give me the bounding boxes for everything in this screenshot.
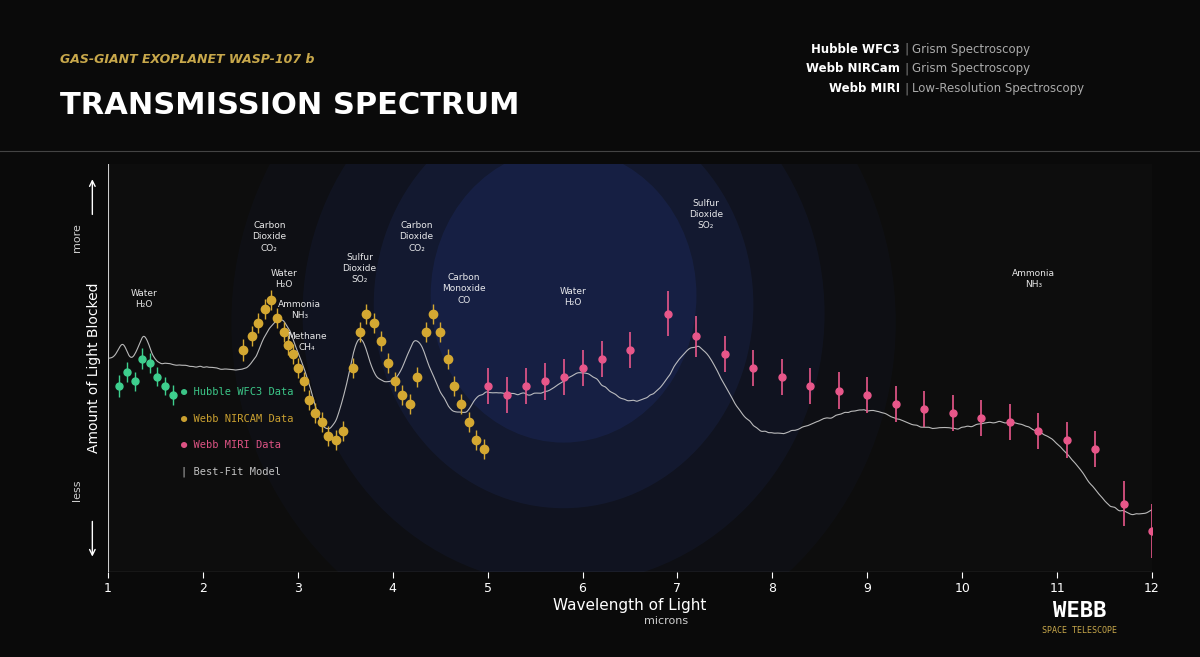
Text: Low-Resolution Spectroscopy: Low-Resolution Spectroscopy <box>912 82 1084 95</box>
Text: ● Webb NIRCAM Data: ● Webb NIRCAM Data <box>181 414 294 424</box>
Ellipse shape <box>431 148 696 443</box>
Text: less: less <box>72 480 82 501</box>
Text: |: | <box>904 82 908 95</box>
Text: TRANSMISSION SPECTRUM: TRANSMISSION SPECTRUM <box>60 91 520 120</box>
Text: Water
H₂O: Water H₂O <box>270 269 296 288</box>
Text: Webb MIRI: Webb MIRI <box>829 82 900 95</box>
X-axis label: Wavelength of Light: Wavelength of Light <box>553 598 707 613</box>
Text: Carbon
Dioxide
CO₂: Carbon Dioxide CO₂ <box>252 221 287 252</box>
Ellipse shape <box>373 101 754 509</box>
Text: GAS-GIANT EXOPLANET WASP-107 b: GAS-GIANT EXOPLANET WASP-107 b <box>60 53 314 66</box>
Text: |: | <box>904 43 908 56</box>
Ellipse shape <box>232 0 895 657</box>
Text: more: more <box>72 223 82 252</box>
Text: |: | <box>904 62 908 76</box>
Text: ● Webb MIRI Data: ● Webb MIRI Data <box>181 440 281 450</box>
Text: Sulfur
Dioxide
SO₂: Sulfur Dioxide SO₂ <box>689 198 722 230</box>
Text: Carbon
Dioxide
CO₂: Carbon Dioxide CO₂ <box>400 221 433 252</box>
Text: Hubble WFC3: Hubble WFC3 <box>811 43 900 56</box>
Text: Methane
CH₄: Methane CH₄ <box>288 332 328 352</box>
Text: Ammonia
NH₃: Ammonia NH₃ <box>1012 269 1055 288</box>
Text: Sulfur
Dioxide
SO₂: Sulfur Dioxide SO₂ <box>342 253 377 284</box>
Text: Ammonia
NH₃: Ammonia NH₃ <box>278 300 322 321</box>
Text: Carbon
Monoxide
CO: Carbon Monoxide CO <box>442 273 486 305</box>
Text: Webb NIRCam: Webb NIRCam <box>806 62 900 76</box>
Y-axis label: Amount of Light Blocked: Amount of Light Blocked <box>88 283 101 453</box>
Text: | Best-Fit Model: | Best-Fit Model <box>181 466 281 477</box>
Ellipse shape <box>302 42 824 585</box>
Text: Water
H₂O: Water H₂O <box>131 289 157 309</box>
Text: microns: microns <box>644 616 688 626</box>
Text: Water
H₂O: Water H₂O <box>559 286 587 307</box>
Text: WEBB: WEBB <box>1054 601 1106 621</box>
Text: SPACE TELESCOPE: SPACE TELESCOPE <box>1043 626 1117 635</box>
Text: Grism Spectroscopy: Grism Spectroscopy <box>912 43 1030 56</box>
Text: Grism Spectroscopy: Grism Spectroscopy <box>912 62 1030 76</box>
Text: ● Hubble WFC3 Data: ● Hubble WFC3 Data <box>181 388 294 397</box>
